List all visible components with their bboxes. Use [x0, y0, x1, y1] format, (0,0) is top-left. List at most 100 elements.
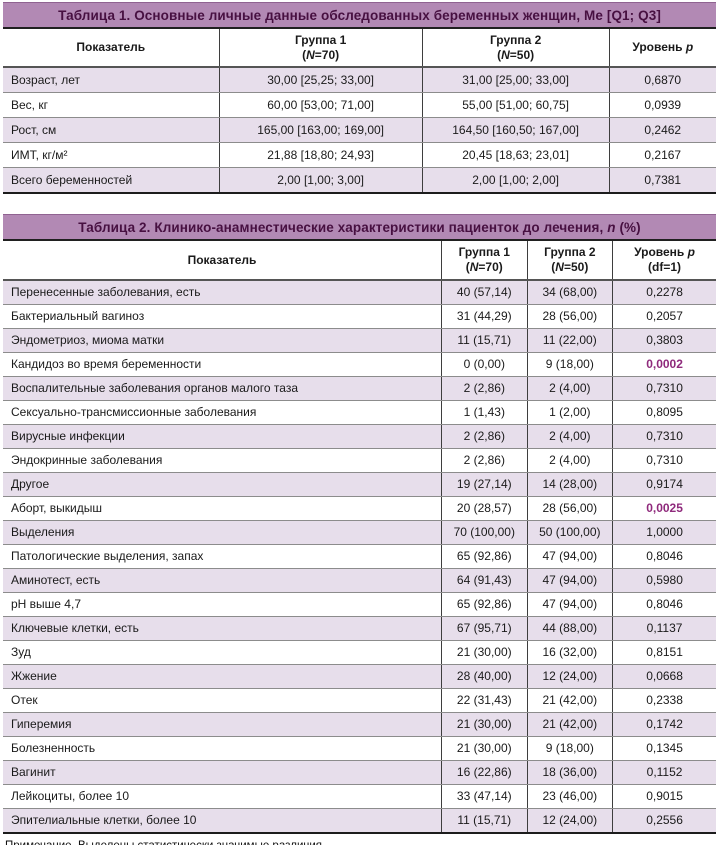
group1-value: 20 (28,57): [441, 496, 528, 521]
indicator-header-label: Показатель: [76, 40, 146, 55]
group2-value: 2 (4,00): [526, 424, 613, 449]
group2-value: 21 (42,00): [526, 712, 613, 737]
row-label: Эндометриоз, миома матки: [3, 328, 442, 353]
group1-value: 31 (44,29): [441, 304, 528, 329]
p-value: 0,0668: [612, 664, 716, 689]
row-label: Отек: [3, 688, 442, 713]
table-row: Болезненность 21 (30,00) 9 (18,00) 0,134…: [3, 736, 716, 761]
table-row: Другое 19 (27,14) 14 (28,00) 0,9174: [3, 472, 716, 497]
row-label: Рост, см: [3, 117, 220, 144]
group1-value: 2 (2,86): [441, 424, 528, 449]
group2-value: 9 (18,00): [526, 736, 613, 761]
p-value: 0,1152: [612, 760, 716, 785]
table1-title: Таблица 1. Основные личные данные обслед…: [58, 8, 661, 23]
row-label: Выделения: [3, 520, 442, 545]
row-label: Другое: [3, 472, 442, 497]
group2-value: 2 (4,00): [526, 376, 613, 401]
table-row: Выделения 70 (100,00) 50 (100,00) 1,0000: [3, 520, 716, 545]
p-value: 0,2338: [612, 688, 716, 713]
group1-value: 2,00 [1,00; 3,00]: [218, 167, 423, 195]
group1-value: 28 (40,00): [441, 664, 528, 689]
table2-body: Перенесенные заболевания, есть 40 (57,14…: [3, 279, 716, 834]
group2-value: 16 (32,00): [526, 640, 613, 665]
row-label: Аборт, выкидыш: [3, 496, 442, 521]
table-row: Перенесенные заболевания, есть 40 (57,14…: [3, 279, 716, 305]
group1-value: 21 (30,00): [441, 640, 528, 665]
row-label: ИМТ, кг/м²: [3, 142, 220, 169]
group1-value: 30,00 [25,25; 33,00]: [218, 67, 423, 94]
table-row: Патологические выделения, запах 65 (92,8…: [3, 544, 716, 569]
table-row: Аминотест, есть 64 (91,43) 47 (94,00) 0,…: [3, 568, 716, 593]
table-row: Рост, см 165,00 [163,00; 169,00] 164,50 …: [3, 117, 716, 144]
row-label: Гиперемия: [3, 712, 442, 737]
group2-name: Группа 2: [489, 33, 542, 47]
group1-value: 1 (1,43): [441, 400, 528, 425]
p-header: Уровень p: [634, 245, 695, 260]
group2-value: 2 (4,00): [526, 448, 613, 473]
p-value: 0,9015: [612, 784, 716, 809]
p-header: Уровень p: [632, 40, 694, 55]
group2-value: 2,00 [1,00; 2,00]: [421, 167, 610, 195]
row-label: Зуд: [3, 640, 442, 665]
table2-section: Таблица 2. Клинико-анамнестические харак…: [3, 214, 716, 834]
group1-value: 60,00 [53,00; 71,00]: [218, 92, 423, 119]
group1-n: (N=70): [465, 259, 503, 274]
group2-value: 12 (24,00): [526, 808, 613, 834]
p-value: 0,9174: [612, 472, 716, 497]
group2-n: (N=50): [551, 259, 589, 274]
p-value: 0,7381: [608, 167, 716, 195]
table-row: Эпителиальные клетки, более 10 11 (15,71…: [3, 808, 716, 834]
table1-header-row: Показатель Группа 1 (N=70) Группа 2 (N=5…: [3, 29, 716, 69]
row-label: Бактериальный вагиноз: [3, 304, 442, 329]
table-row: Жжение 28 (40,00) 12 (24,00) 0,0668: [3, 664, 716, 689]
t2-col-header-group2: Группа 2 (N=50): [526, 241, 613, 281]
table1-body: Возраст, лет 30,00 [25,25; 33,00] 31,00 …: [3, 67, 716, 195]
table-row: Эндометриоз, миома матки 11 (15,71) 11 (…: [3, 328, 716, 353]
p-value: 0,0939: [608, 92, 716, 119]
group2-n: (N=50): [497, 47, 535, 62]
table-row: Вес, кг 60,00 [53,00; 71,00] 55,00 [51,0…: [3, 92, 716, 119]
group1-value: 67 (95,71): [441, 616, 528, 641]
row-label: Перенесенные заболевания, есть: [3, 279, 442, 305]
table-row: Возраст, лет 30,00 [25,25; 33,00] 31,00 …: [3, 67, 716, 94]
group2-name: Группа 2: [544, 245, 596, 260]
group1-value: 64 (91,43): [441, 568, 528, 593]
group1-value: 40 (57,14): [441, 279, 528, 305]
row-label: Сексуально-трансмиссионные заболевания: [3, 400, 442, 425]
p-value: 0,7310: [612, 448, 716, 473]
group1-value: 11 (15,71): [441, 328, 528, 353]
group2-value: 50 (100,00): [526, 520, 613, 545]
group2-value: 18 (36,00): [526, 760, 613, 785]
table-row: Всего беременностей 2,00 [1,00; 3,00] 2,…: [3, 167, 716, 195]
table-row: Сексуально-трансмиссионные заболевания 1…: [3, 400, 716, 425]
group2-value: 23 (46,00): [526, 784, 613, 809]
p-value: 0,0025: [612, 496, 716, 521]
group1-value: 11 (15,71): [441, 808, 528, 834]
t2-col-header-p: Уровень p (df=1): [612, 241, 716, 281]
group2-value: 14 (28,00): [526, 472, 613, 497]
group1-name: Группа 1: [294, 33, 347, 47]
table2-title: Таблица 2. Клинико-анамнестические харак…: [78, 220, 641, 236]
group1-value: 16 (22,86): [441, 760, 528, 785]
table-row: Ключевые клетки, есть 67 (95,71) 44 (88,…: [3, 616, 716, 641]
group1-value: 165,00 [163,00; 169,00]: [218, 117, 423, 144]
table-row: Аборт, выкидыш 20 (28,57) 28 (56,00) 0,0…: [3, 496, 716, 521]
group2-value: 20,45 [18,63; 23,01]: [421, 142, 610, 169]
t2-col-header-indicator: Показатель: [3, 241, 442, 281]
p-value: 0,6870: [608, 67, 716, 94]
p-value: 0,8095: [612, 400, 716, 425]
p-value: 0,8046: [612, 592, 716, 617]
row-label: Вес, кг: [3, 92, 220, 119]
group1-name: Группа 1: [458, 245, 510, 260]
t1-col-header-group1: Группа 1 (N=70): [218, 29, 423, 69]
table-row: Эндокринные заболевания 2 (2,86) 2 (4,00…: [3, 448, 716, 473]
table-row: Воспалительные заболевания органов малог…: [3, 376, 716, 401]
p-value: 0,0002: [612, 352, 716, 377]
group1-value: 2 (2,86): [441, 376, 528, 401]
group1-value: 65 (92,86): [441, 544, 528, 569]
table-row: Вирусные инфекции 2 (2,86) 2 (4,00) 0,73…: [3, 424, 716, 449]
table2-header-row: Показатель Группа 1 (N=70) Группа 2 (N=5…: [3, 241, 716, 281]
t1-col-header-indicator: Показатель: [3, 29, 220, 69]
group1-value: 21,88 [18,80; 24,93]: [218, 142, 423, 169]
